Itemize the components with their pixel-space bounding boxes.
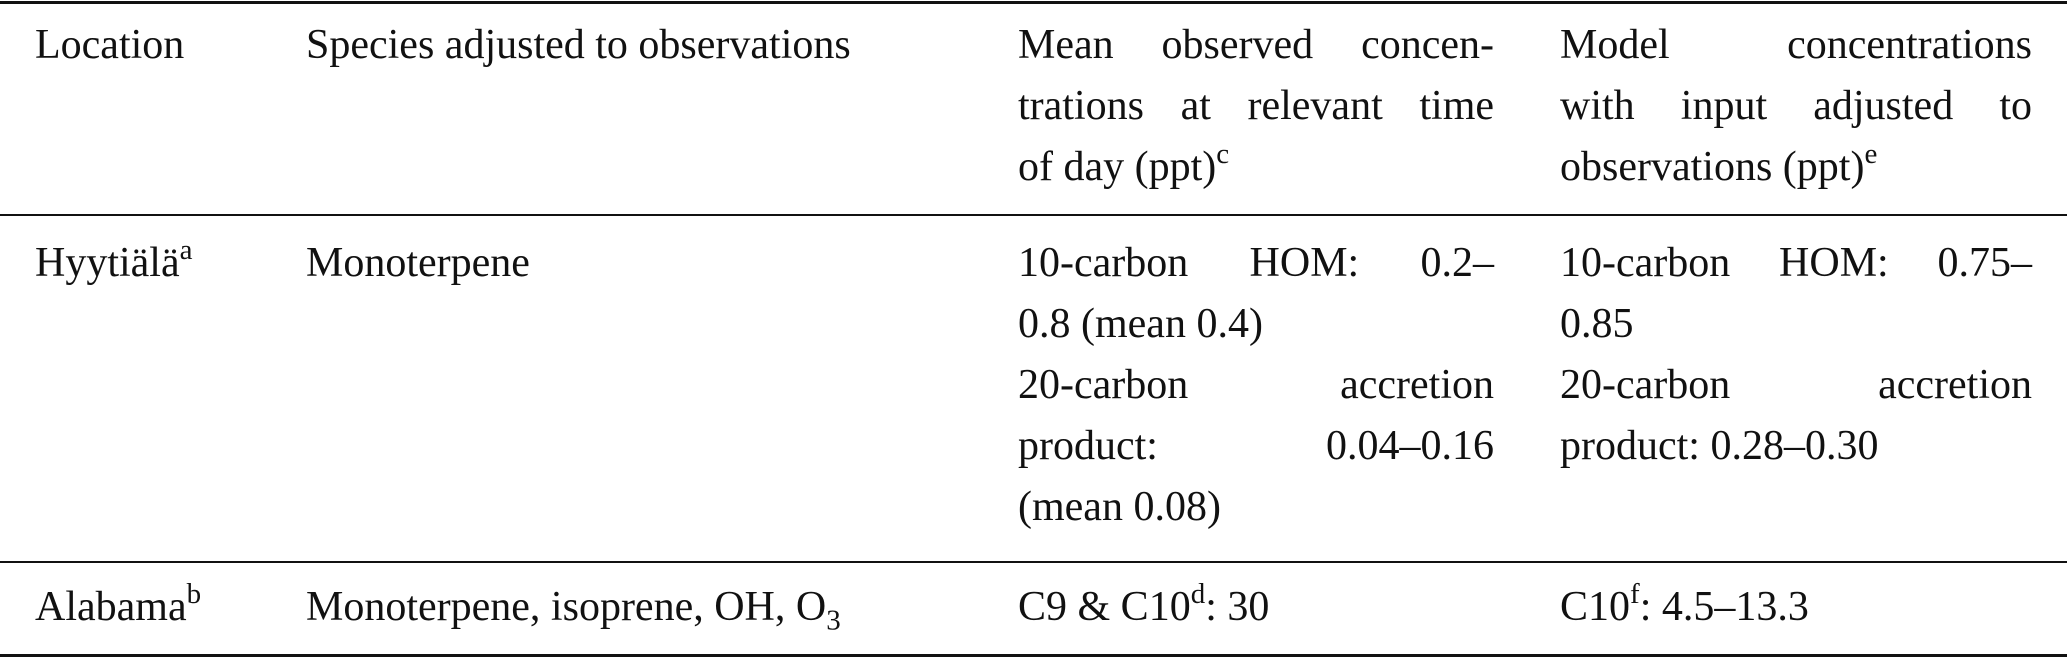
- model-line: 20-carbon accretion: [1560, 362, 2032, 408]
- header-location: Location: [35, 22, 185, 68]
- table-header-rule: [0, 214, 2067, 216]
- footnote-marker: e: [1864, 138, 1878, 170]
- observed-line: product: 0.04–0.16: [1018, 423, 1494, 469]
- header-model-line: with input adjusted to: [1560, 83, 2032, 129]
- table-bottom-rule: [0, 654, 2067, 657]
- table-row-rule: [0, 561, 2067, 563]
- header-species: Species adjusted to observations: [306, 22, 851, 68]
- table-top-rule: [0, 1, 2067, 4]
- table-row-species: Monoterpene, isoprene, OH, O3: [306, 584, 841, 637]
- model-line: product: 0.28–0.30: [1560, 423, 1879, 469]
- table-row-model: C10f: 4.5–13.3: [1560, 578, 1809, 631]
- header-observed-line: of day (ppt)c: [1018, 138, 1230, 191]
- footnote-marker: c: [1216, 138, 1230, 170]
- subscript: 3: [826, 604, 841, 637]
- table-row-observed: 10-carbon HOM: 0.2– 0.8 (mean 0.4) 20-ca…: [1018, 233, 1494, 538]
- footnote-marker: a: [179, 234, 193, 266]
- header-observed: Mean observed concen- trations at releva…: [1018, 15, 1494, 198]
- footnote-marker: d: [1190, 578, 1206, 610]
- model-line: 0.85: [1560, 301, 1634, 347]
- header-observed-line: Mean observed concen-: [1018, 22, 1494, 68]
- model-line: 10-carbon HOM: 0.75–: [1560, 240, 2032, 286]
- footnote-marker: f: [1630, 578, 1640, 610]
- table-row-observed: C9 & C10d: 30: [1018, 578, 1270, 631]
- observed-line: (mean 0.08): [1018, 484, 1221, 530]
- footnote-marker: b: [186, 578, 202, 610]
- header-model-line: Model concentrations: [1560, 22, 2032, 68]
- header-model: Model concentrations with input adjusted…: [1560, 15, 2032, 198]
- table-row-model: 10-carbon HOM: 0.75– 0.85 20-carbon accr…: [1560, 233, 2032, 477]
- header-model-line: observations (ppt)e: [1560, 138, 1878, 191]
- table-row-location: Hyytiäläa: [35, 234, 193, 287]
- table-row-location: Alabamab: [35, 578, 202, 631]
- observed-line: 10-carbon HOM: 0.2–: [1018, 240, 1494, 286]
- table-row-species: Monoterpene: [306, 240, 530, 286]
- observed-line: 0.8 (mean 0.4): [1018, 301, 1263, 347]
- header-observed-line: trations at relevant time: [1018, 83, 1494, 129]
- observed-line: 20-carbon accretion: [1018, 362, 1494, 408]
